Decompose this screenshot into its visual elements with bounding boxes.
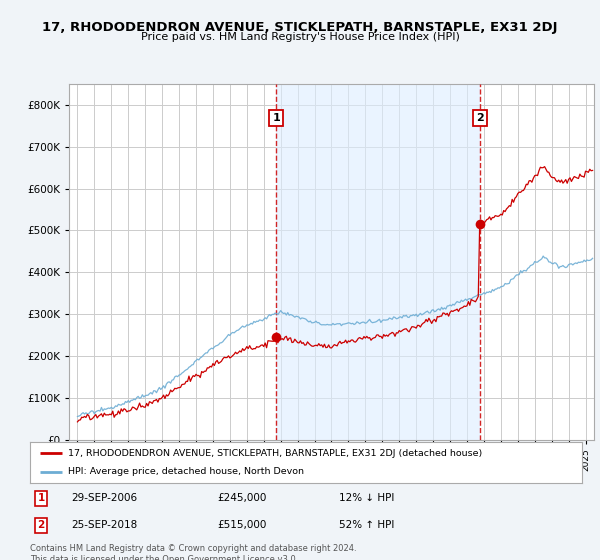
Text: 52% ↑ HPI: 52% ↑ HPI: [339, 520, 394, 530]
Text: 29-SEP-2006: 29-SEP-2006: [71, 493, 137, 503]
Text: Price paid vs. HM Land Registry's House Price Index (HPI): Price paid vs. HM Land Registry's House …: [140, 32, 460, 43]
Text: 17, RHODODENDRON AVENUE, STICKLEPATH, BARNSTAPLE, EX31 2DJ (detached house): 17, RHODODENDRON AVENUE, STICKLEPATH, BA…: [68, 449, 482, 458]
Text: £245,000: £245,000: [218, 493, 267, 503]
Text: 1: 1: [37, 493, 44, 503]
Text: Contains HM Land Registry data © Crown copyright and database right 2024.
This d: Contains HM Land Registry data © Crown c…: [30, 544, 356, 560]
Text: 1: 1: [272, 113, 280, 123]
Text: 2: 2: [476, 113, 484, 123]
Text: 12% ↓ HPI: 12% ↓ HPI: [339, 493, 394, 503]
Text: £515,000: £515,000: [218, 520, 267, 530]
Text: 25-SEP-2018: 25-SEP-2018: [71, 520, 137, 530]
Text: 17, RHODODENDRON AVENUE, STICKLEPATH, BARNSTAPLE, EX31 2DJ: 17, RHODODENDRON AVENUE, STICKLEPATH, BA…: [42, 21, 558, 34]
Text: 2: 2: [37, 520, 44, 530]
Bar: [277, 84, 479, 440]
Text: HPI: Average price, detached house, North Devon: HPI: Average price, detached house, Nort…: [68, 468, 304, 477]
